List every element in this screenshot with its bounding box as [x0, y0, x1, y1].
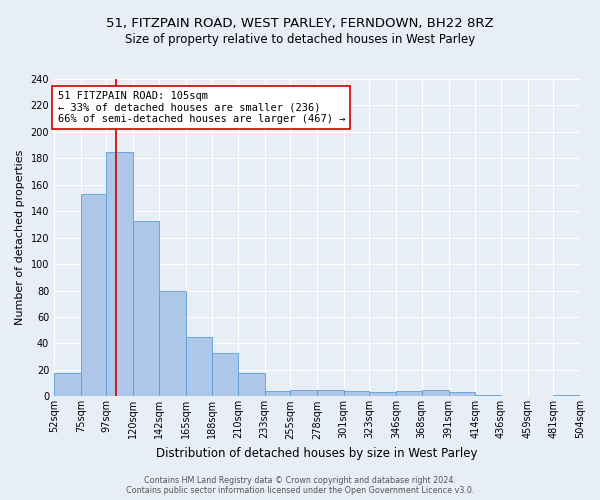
Bar: [344, 391, 370, 396]
Text: Contains HM Land Registry data © Crown copyright and database right 2024.
Contai: Contains HM Land Registry data © Crown c…: [126, 476, 474, 495]
Bar: [317, 390, 344, 396]
X-axis label: Distribution of detached houses by size in West Parley: Distribution of detached houses by size …: [156, 447, 478, 460]
Text: 51 FITZPAIN ROAD: 105sqm
← 33% of detached houses are smaller (236)
66% of semi-: 51 FITZPAIN ROAD: 105sqm ← 33% of detach…: [58, 91, 345, 124]
Text: 51, FITZPAIN ROAD, WEST PARLEY, FERNDOWN, BH22 8RZ: 51, FITZPAIN ROAD, WEST PARLEY, FERNDOWN…: [106, 18, 494, 30]
Bar: [159, 290, 185, 397]
Text: Size of property relative to detached houses in West Parley: Size of property relative to detached ho…: [125, 32, 475, 46]
Bar: [422, 390, 449, 396]
Bar: [185, 337, 212, 396]
Bar: [106, 152, 133, 396]
Bar: [475, 395, 501, 396]
Bar: [54, 372, 81, 396]
Bar: [238, 372, 265, 396]
Y-axis label: Number of detached properties: Number of detached properties: [15, 150, 25, 326]
Bar: [396, 391, 422, 396]
Bar: [449, 392, 475, 396]
Bar: [133, 220, 159, 396]
Bar: [212, 352, 238, 397]
Bar: [290, 390, 317, 396]
Bar: [81, 194, 106, 396]
Bar: [265, 391, 290, 396]
Bar: [370, 392, 396, 396]
Bar: [553, 395, 580, 396]
